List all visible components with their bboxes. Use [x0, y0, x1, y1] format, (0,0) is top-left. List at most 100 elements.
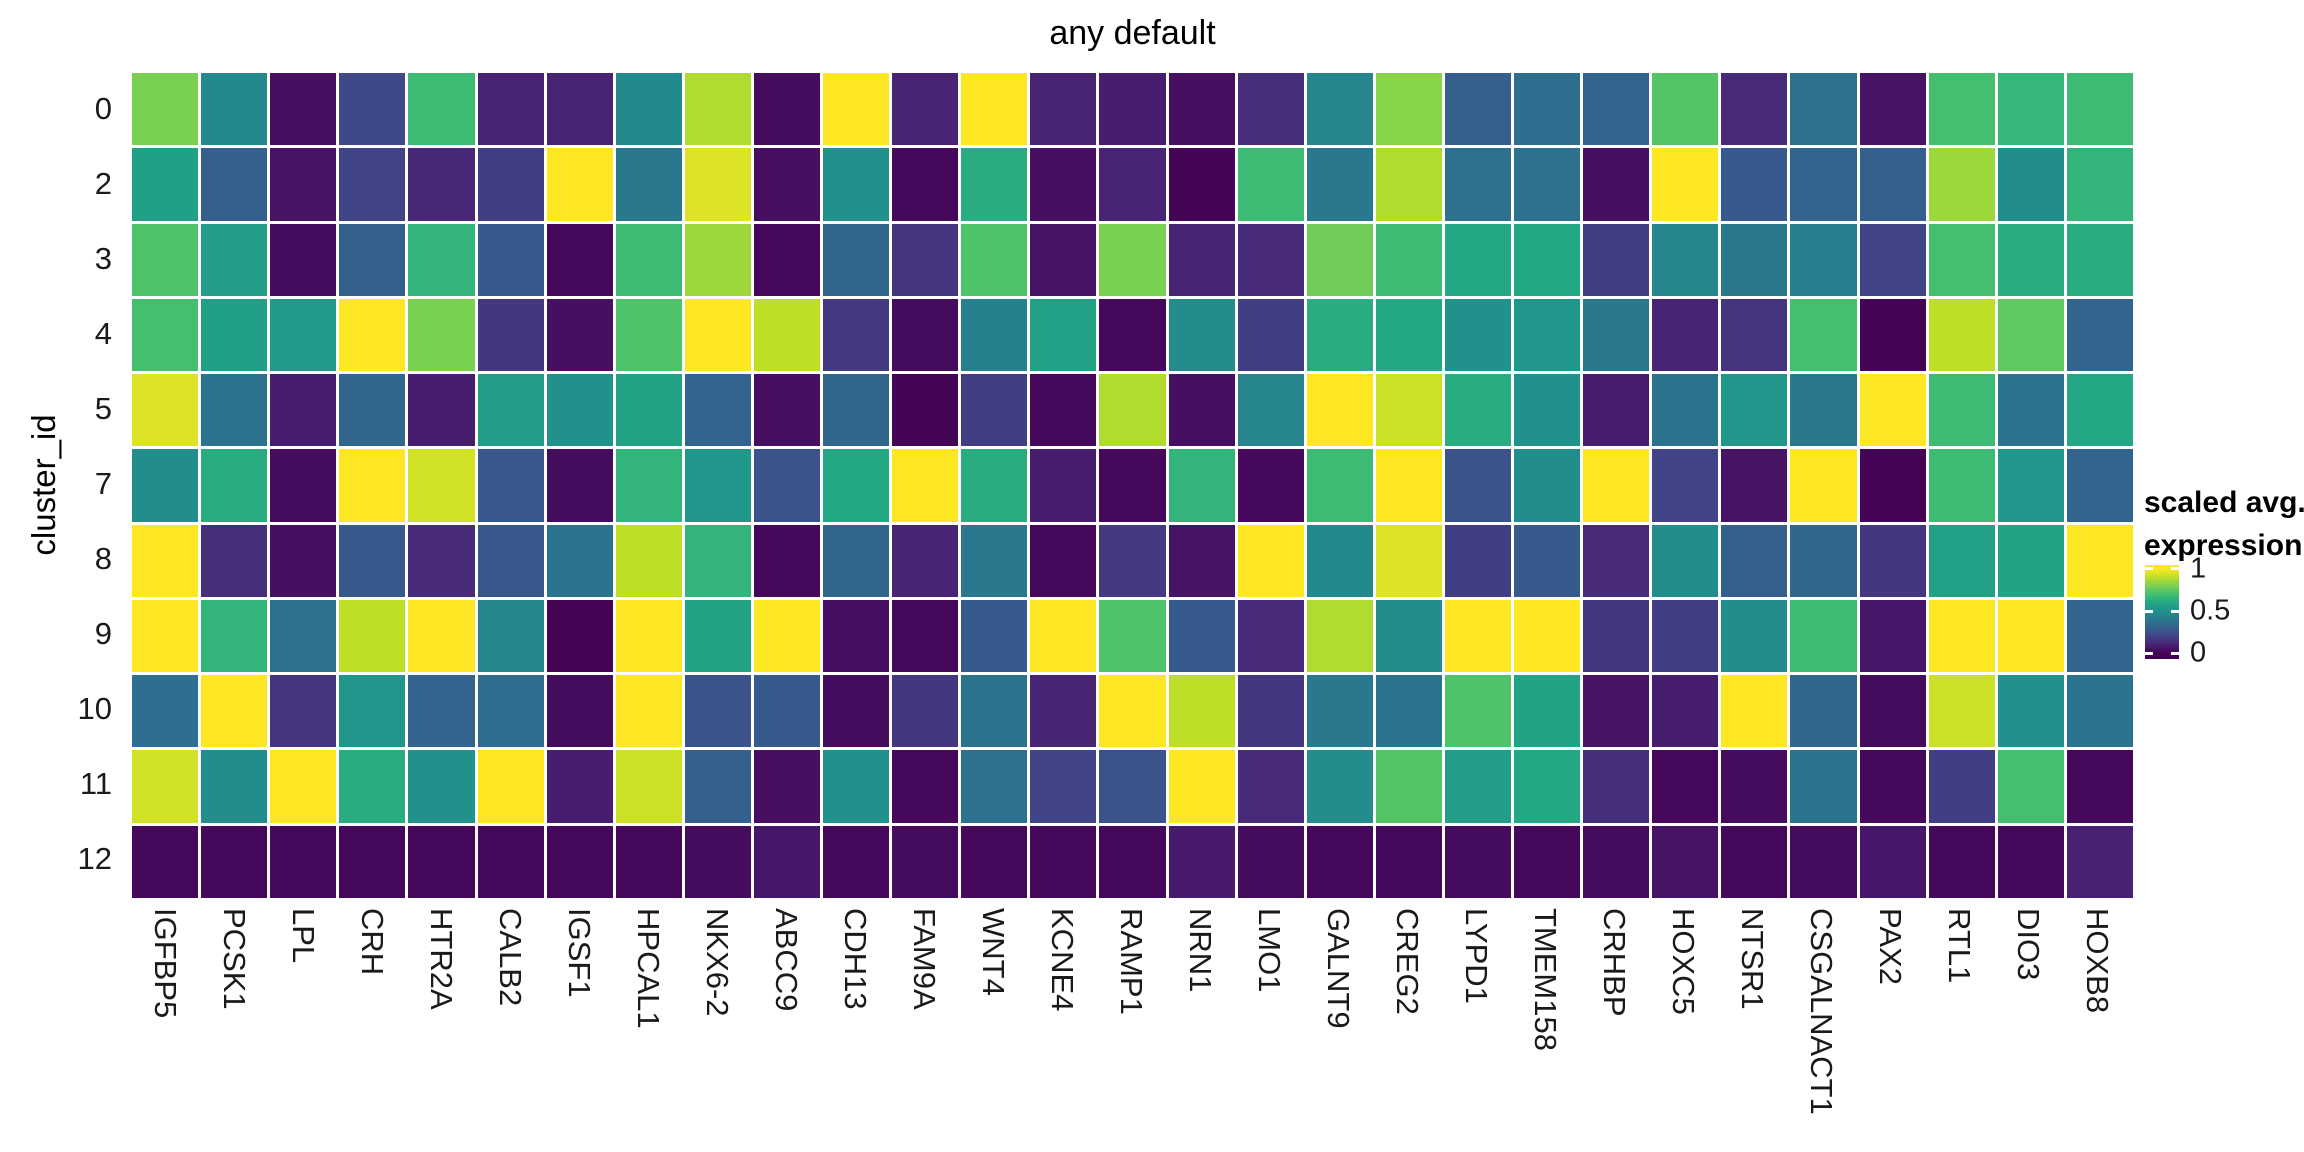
heatmap-cell [1030, 298, 1097, 372]
x-tick-label: NKX6-2 [699, 908, 735, 1017]
heatmap-cell [1583, 675, 1650, 748]
heatmap-cell [823, 223, 890, 296]
heatmap-cell [1514, 750, 1581, 823]
heatmap-cell [1375, 675, 1442, 748]
heatmap-cell [1652, 223, 1719, 296]
heatmap-cell [1790, 298, 1857, 372]
heatmap-cell [1790, 825, 1857, 898]
heatmap-cell [1652, 298, 1719, 372]
heatmap-cell [684, 750, 751, 823]
heatmap-cell [753, 449, 821, 522]
heatmap-cell [201, 524, 268, 597]
heatmap-cell [408, 524, 475, 597]
heatmap-cell [753, 825, 821, 898]
heatmap-cell [1928, 73, 1995, 146]
heatmap-cell [892, 298, 959, 372]
heatmap-cell [1652, 73, 1719, 146]
heatmap-cell [1237, 298, 1304, 372]
heatmap-cell [823, 599, 890, 673]
heatmap-cell [2066, 675, 2133, 748]
heatmap-cell [892, 524, 959, 597]
heatmap-cell [339, 750, 406, 823]
heatmap-cell [1583, 599, 1650, 673]
heatmap-cell [1514, 449, 1581, 522]
heatmap-cell [201, 374, 268, 447]
heatmap-cell [1514, 298, 1581, 372]
x-tick-label: WNT4 [975, 908, 1011, 996]
heatmap-cell [1928, 675, 1995, 748]
x-tick-label: CREG2 [1389, 908, 1425, 1015]
heatmap-cell [1168, 148, 1235, 221]
heatmap-cell [1099, 825, 1166, 898]
heatmap-cell [270, 148, 337, 221]
heatmap-cell [1652, 825, 1719, 898]
heatmap-cell [408, 73, 475, 146]
heatmap-cell [1997, 374, 2064, 447]
heatmap-cell [270, 825, 337, 898]
heatmap-cell [477, 298, 544, 372]
heatmap-cell [753, 73, 821, 146]
heatmap-cell [1237, 750, 1304, 823]
heatmap-cell [961, 73, 1028, 146]
heatmap-cell [1583, 825, 1650, 898]
heatmap-cell [615, 148, 682, 221]
x-tick-label: CDH13 [837, 908, 873, 1010]
y-tick-label: 10 [77, 690, 112, 726]
heatmap-cell [201, 599, 268, 673]
heatmap-cell [201, 449, 268, 522]
heatmap-cell [1306, 298, 1373, 372]
heatmap-cell [615, 825, 682, 898]
heatmap-cell [1444, 374, 1512, 447]
heatmap-cell [615, 374, 682, 447]
heatmap-cell [1306, 148, 1373, 221]
heatmap-cell [1859, 599, 1926, 673]
x-tick-label: CRHBP [1596, 908, 1632, 1017]
heatmap-cell [2066, 449, 2133, 522]
heatmap-cell [1237, 449, 1304, 522]
y-tick-label: 7 [94, 465, 112, 501]
heatmap-cell [823, 148, 890, 221]
heatmap-cell [1997, 73, 2064, 146]
heatmap-cell [1237, 223, 1304, 296]
heatmap-cell [823, 449, 890, 522]
heatmap-cell [1168, 298, 1235, 372]
heatmap-cell [684, 298, 751, 372]
heatmap-cell [1306, 675, 1373, 748]
heatmap-cell [546, 675, 613, 748]
heatmap-cell [1306, 374, 1373, 447]
heatmap-cell [1997, 298, 2064, 372]
heatmap-cell [892, 148, 959, 221]
heatmap-cell [961, 298, 1028, 372]
heatmap-cell [408, 825, 475, 898]
heatmap-cell [132, 675, 199, 748]
heatmap-cell [1237, 374, 1304, 447]
y-tick-label: 5 [94, 390, 112, 426]
heatmap-cell [546, 825, 613, 898]
heatmap-cell [961, 148, 1028, 221]
heatmap-cell [1997, 524, 2064, 597]
y-tick-label: 2 [94, 165, 112, 201]
heatmap-cell [339, 148, 406, 221]
heatmap-cell [201, 73, 268, 146]
legend-tick-mark [2171, 567, 2179, 571]
heatmap-cell [1306, 73, 1373, 146]
heatmap-cell [961, 374, 1028, 447]
heatmap-cell [1790, 524, 1857, 597]
heatmap-cell [1790, 675, 1857, 748]
heatmap-cell [1099, 298, 1166, 372]
heatmap-cell [1721, 675, 1788, 748]
heatmap-cell [1859, 675, 1926, 748]
heatmap-cell [132, 825, 199, 898]
heatmap-cell [1859, 298, 1926, 372]
x-tick-label: PCSK1 [216, 908, 252, 1010]
heatmap-cell [1099, 599, 1166, 673]
heatmap-cell [753, 148, 821, 221]
heatmap-cell [961, 675, 1028, 748]
heatmap-cell [1375, 298, 1442, 372]
heatmap-cell [1099, 750, 1166, 823]
heatmap-cell [1583, 298, 1650, 372]
heatmap-cell [684, 449, 751, 522]
x-tick-label: IGSF1 [561, 908, 597, 998]
